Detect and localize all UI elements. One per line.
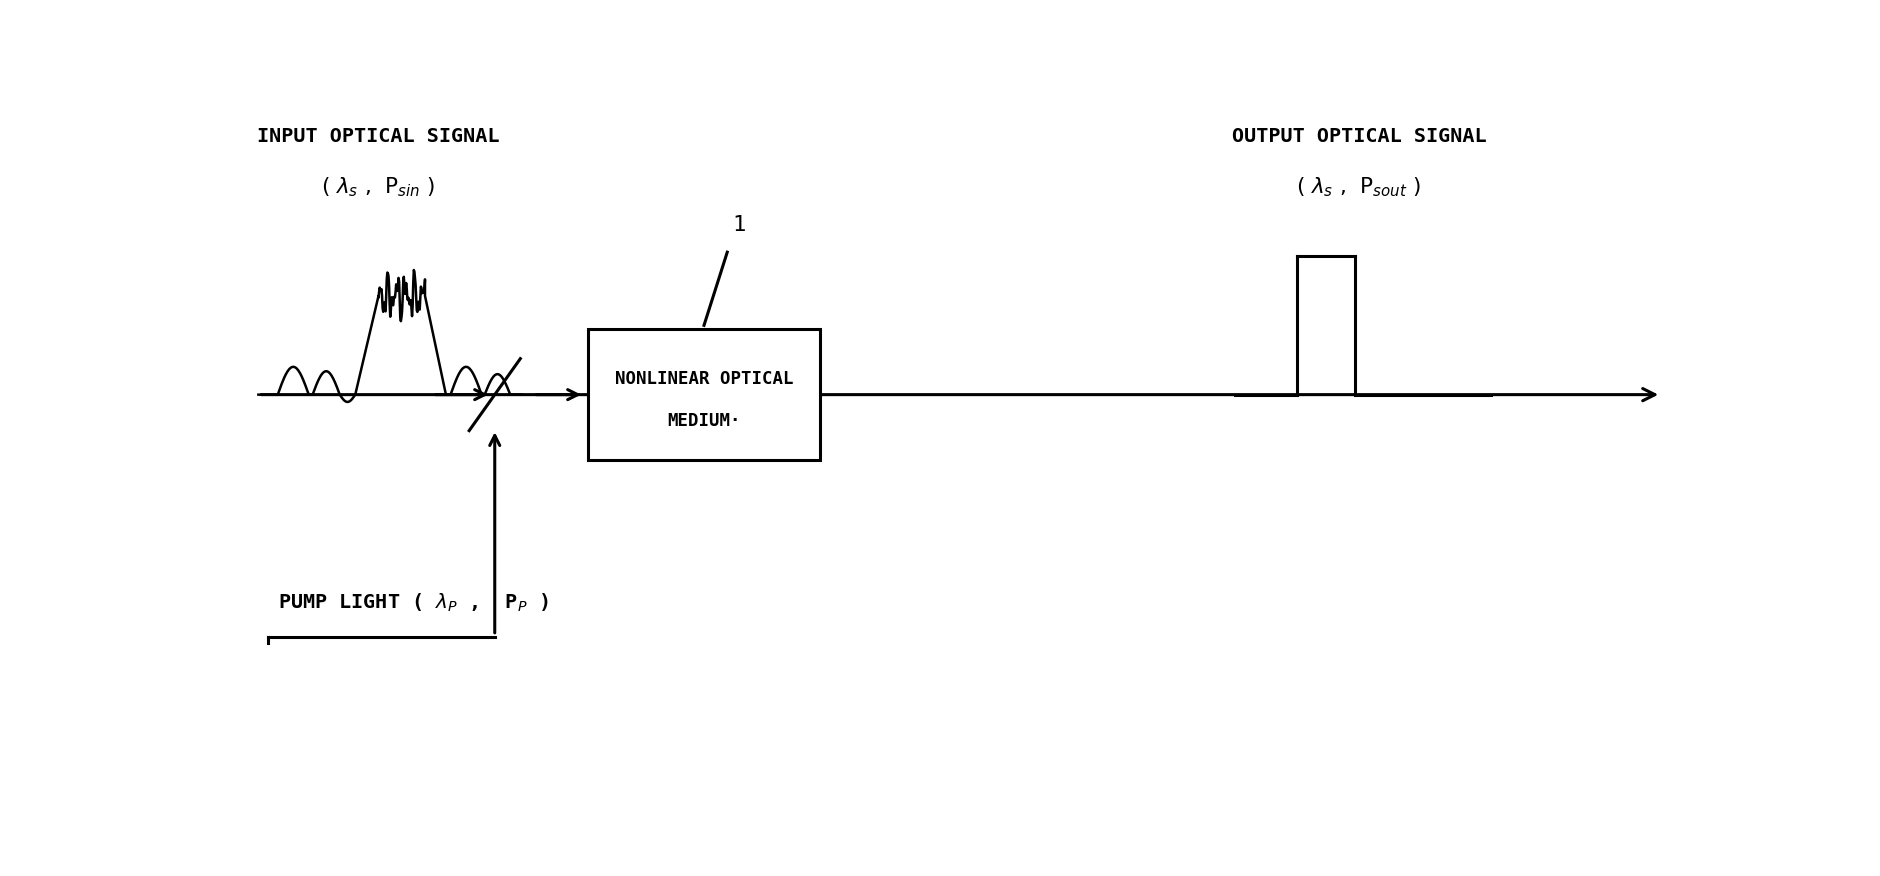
Text: OUTPUT OPTICAL SIGNAL: OUTPUT OPTICAL SIGNAL — [1231, 127, 1485, 146]
Text: ( $\lambda_s$ ,  P$_{sout}$ ): ( $\lambda_s$ , P$_{sout}$ ) — [1295, 175, 1421, 199]
Text: PUMP LIGHT ( $\lambda_P$ ,  P$_P$ ): PUMP LIGHT ( $\lambda_P$ , P$_P$ ) — [278, 591, 549, 614]
Text: MEDIUM·: MEDIUM· — [667, 412, 741, 430]
Text: INPUT OPTICAL SIGNAL: INPUT OPTICAL SIGNAL — [258, 127, 500, 146]
Text: NONLINEAR OPTICAL: NONLINEAR OPTICAL — [615, 370, 793, 388]
Bar — [587, 329, 820, 460]
Text: 1: 1 — [731, 215, 744, 236]
Text: ( $\lambda_s$ ,  P$_{sin}$ ): ( $\lambda_s$ , P$_{sin}$ ) — [321, 175, 436, 199]
